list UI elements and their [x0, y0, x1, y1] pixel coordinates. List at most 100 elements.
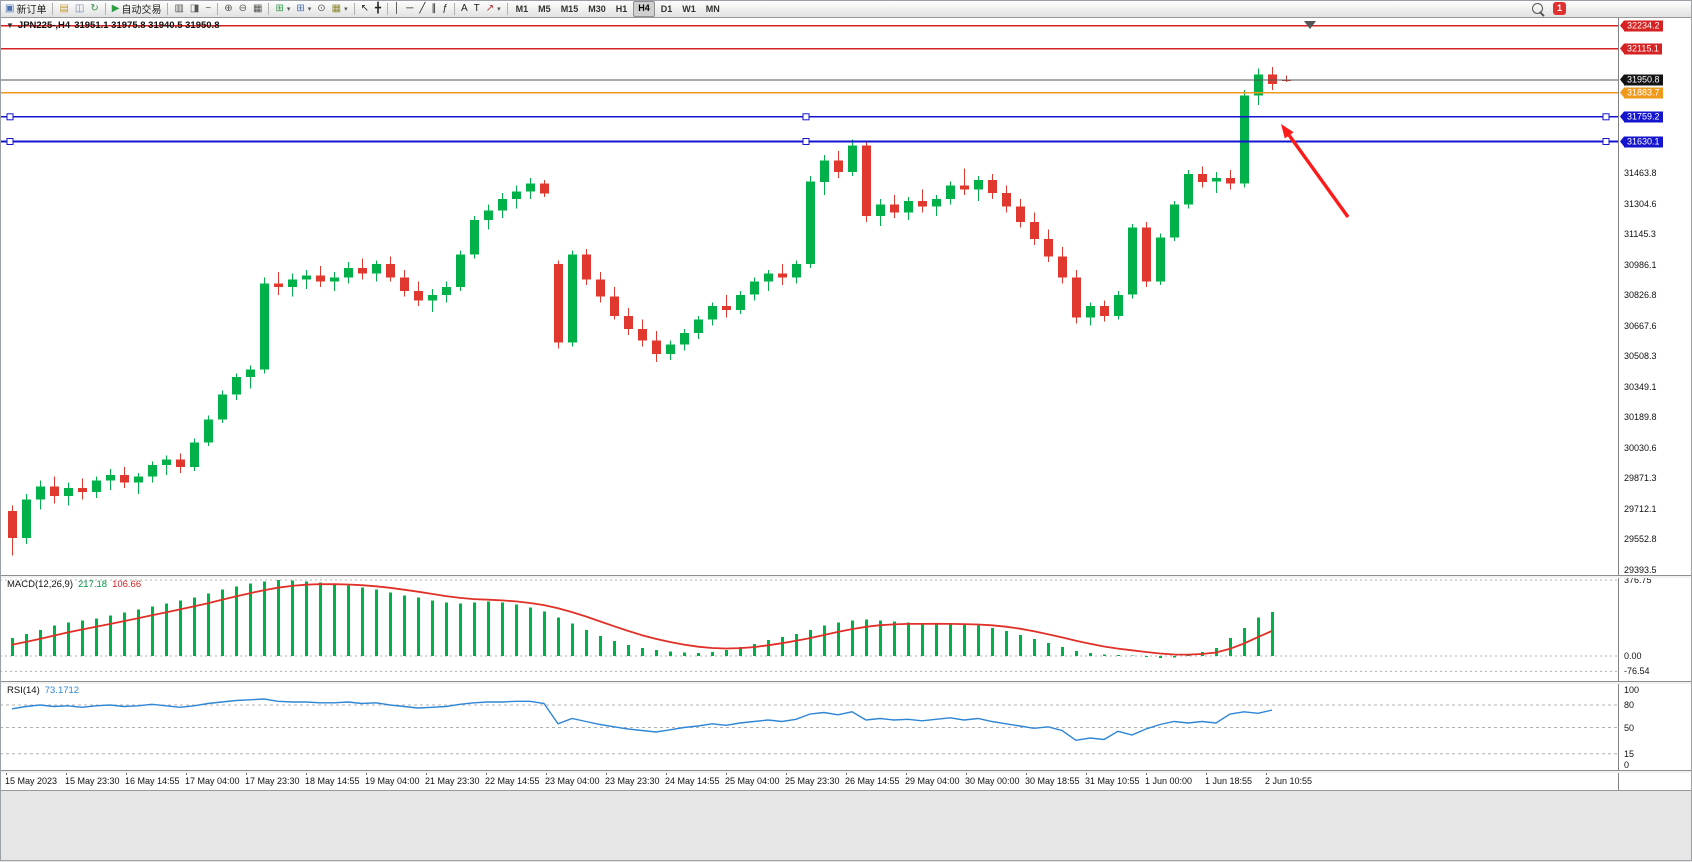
- line-handle[interactable]: [6, 113, 14, 121]
- timeframe-button-d1[interactable]: D1: [660, 3, 673, 14]
- price-axis[interactable]: 31463.8 31304.6 31145.3 30986.1 30826.8 30667…: [1618, 17, 1692, 790]
- fibonacci-button[interactable]: ƒ: [439, 1, 451, 16]
- objects-button[interactable]: ⊞ ▾: [293, 1, 314, 16]
- timeframe-button-m30[interactable]: M30: [588, 3, 606, 14]
- candle: [1282, 75, 1291, 82]
- auto-scroll-icon: ⊙: [317, 2, 326, 14]
- candle: [484, 204, 493, 230]
- profiles-button[interactable]: ◫: [72, 1, 87, 16]
- zoom-out-icon: ⊖: [238, 2, 247, 14]
- price-tag-pointer: [1620, 111, 1624, 122]
- text-button[interactable]: A: [458, 1, 471, 16]
- vertical-line-button[interactable]: │: [391, 1, 403, 16]
- price-axis-label: 30986.1: [1624, 259, 1657, 270]
- candle: [1114, 290, 1123, 320]
- line-handle[interactable]: [802, 113, 810, 121]
- bar-chart-button[interactable]: ▥: [171, 1, 186, 16]
- timeframe-button-h1[interactable]: H1: [615, 3, 628, 14]
- line-chart-button[interactable]: ~: [202, 1, 214, 16]
- price-tag-pointer: [1620, 20, 1624, 31]
- candle: [274, 271, 283, 295]
- cursor-icon: ↖: [360, 2, 369, 14]
- timeframe-button-w1[interactable]: W1: [682, 3, 696, 14]
- crosshair-button[interactable]: ╋: [372, 1, 384, 16]
- auto-scroll-button[interactable]: ⊙: [314, 1, 328, 16]
- time-tick: [1266, 772, 1267, 775]
- time-tick: [186, 772, 187, 775]
- blue-support-line-upper-tag: 31759.2: [1620, 111, 1663, 123]
- candle: [974, 176, 983, 201]
- new-order-button[interactable]: ▣ 新订单: [2, 1, 49, 17]
- main-chart-canvas[interactable]: [0, 17, 1618, 575]
- toolbar-separator: [387, 2, 389, 15]
- candle: [246, 365, 255, 389]
- time-axis-label: 29 May 04:00: [905, 776, 960, 786]
- candle: [190, 438, 199, 471]
- timeframe-button-m1[interactable]: M1: [515, 3, 529, 14]
- time-tick: [966, 772, 967, 775]
- candle: [358, 258, 367, 280]
- arrows-button[interactable]: ↗ ▾: [483, 1, 504, 16]
- timeframe-button-m5[interactable]: M5: [538, 3, 551, 14]
- time-tick: [606, 772, 607, 775]
- line-handle[interactable]: [6, 138, 14, 145]
- rsi-axis-label: 100: [1624, 685, 1640, 695]
- timeframe-button-m15[interactable]: M15: [560, 3, 579, 14]
- panel-resize-handle[interactable]: [0, 770, 1692, 773]
- search-icon[interactable]: [1531, 3, 1543, 14]
- candle: [680, 329, 689, 351]
- rsi-panel-canvas[interactable]: [0, 683, 1618, 770]
- new-chart-button[interactable]: ▤: [56, 1, 71, 16]
- candle: [64, 482, 73, 506]
- candle: [372, 260, 381, 282]
- trendline-button[interactable]: ╱: [416, 1, 428, 16]
- timeframe-button-h4[interactable]: H4: [633, 0, 655, 17]
- tile-windows-button[interactable]: ▦: [250, 1, 265, 16]
- time-tick: [426, 772, 427, 775]
- one-click-trading-toggle[interactable]: ▼: [6, 21, 14, 30]
- zoom-out-button[interactable]: ⊖: [236, 1, 250, 16]
- cursor-button[interactable]: ↖: [358, 1, 372, 16]
- candle: [120, 467, 129, 489]
- time-tick: [1206, 772, 1207, 775]
- macd-panel-canvas[interactable]: [0, 577, 1618, 681]
- rsi-axis-label: 80: [1624, 700, 1635, 710]
- line-handle[interactable]: [802, 138, 810, 145]
- macd-axis-label: 0.00: [1624, 651, 1642, 661]
- candle: [1100, 300, 1109, 322]
- trend-arrow-annotation[interactable]: [1281, 124, 1350, 218]
- new-order-button-label: 新订单: [16, 5, 47, 16]
- panel-resize-handle[interactable]: [0, 575, 1692, 578]
- line-handle[interactable]: [1602, 113, 1610, 121]
- candle: [694, 315, 703, 339]
- horizontal-line-button[interactable]: ─: [403, 1, 416, 16]
- panel-resize-handle[interactable]: [0, 681, 1692, 684]
- channel-button[interactable]: ∥: [428, 1, 439, 16]
- label-button[interactable]: T: [471, 1, 483, 16]
- refresh-button[interactable]: ↻: [87, 1, 101, 16]
- timeframe-button-mn[interactable]: MN: [705, 3, 720, 14]
- toolbar-separator: [104, 2, 106, 15]
- candle: [764, 269, 773, 291]
- trendline-icon: ╱: [419, 2, 426, 14]
- time-axis[interactable]: 15 May 2023 15 May 23:30 16 May 14:55 17 Ma…: [0, 772, 1618, 790]
- candle: [386, 256, 395, 282]
- candle: [344, 262, 353, 284]
- time-axis-label: 23 May 23:30: [605, 776, 660, 786]
- chart-shift-marker[interactable]: [1304, 21, 1316, 29]
- candle: [134, 472, 143, 494]
- toolbar-separator: [167, 2, 169, 15]
- time-axis-label: 17 May 23:30: [245, 776, 300, 786]
- candle: [526, 177, 535, 199]
- line-handle[interactable]: [1602, 138, 1610, 145]
- indicators-button[interactable]: ⊞ ▾: [272, 1, 293, 16]
- templates-icon: ▦: [331, 2, 342, 14]
- zoom-in-button[interactable]: ⊕: [221, 1, 235, 16]
- macd-label-text: MACD(12,26,9): [7, 579, 73, 590]
- candlestick-chart-button[interactable]: ◨: [187, 1, 202, 16]
- time-axis-label: 30 May 00:00: [965, 776, 1020, 786]
- notification-badge[interactable]: 1: [1552, 2, 1566, 15]
- auto-trading-button[interactable]: ▶ 自动交易: [109, 1, 165, 17]
- candle: [834, 151, 843, 178]
- templates-button[interactable]: ▦ ▾: [329, 1, 351, 16]
